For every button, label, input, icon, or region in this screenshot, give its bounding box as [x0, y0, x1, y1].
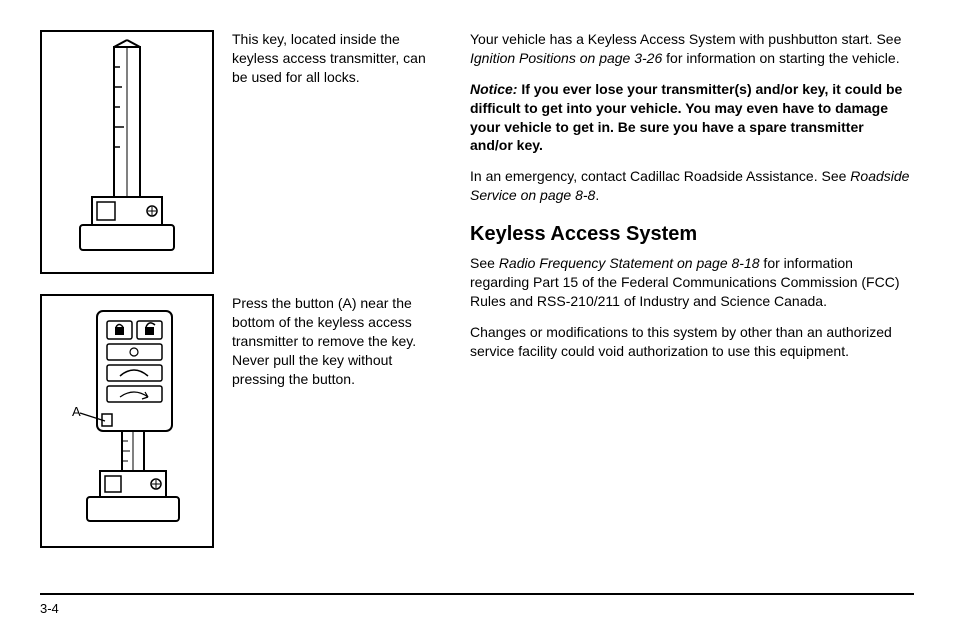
figure-1-caption: This key, located inside the keyless acc… — [232, 30, 440, 274]
p3-text-a: In an emergency, contact Cadillac Roadsi… — [470, 168, 850, 184]
paragraph-emergency: In an emergency, contact Cadillac Roadsi… — [470, 167, 910, 205]
key-icon — [42, 32, 212, 272]
notice-prefix: Notice: — [470, 81, 517, 97]
notice-paragraph: Notice: If you ever lose your transmitte… — [470, 80, 910, 156]
left-column: This key, located inside the keyless acc… — [40, 30, 440, 585]
p4-ref: Radio Frequency Statement on page 8-18 — [499, 255, 760, 271]
figure-row-1: This key, located inside the keyless acc… — [40, 30, 440, 274]
paragraph-intro: Your vehicle has a Keyless Access System… — [470, 30, 910, 68]
page-footer: 3-4 — [40, 593, 914, 616]
transmitter-icon: A — [42, 296, 212, 546]
p1-text-a: Your vehicle has a Keyless Access System… — [470, 31, 901, 47]
right-column: Your vehicle has a Keyless Access System… — [470, 30, 910, 585]
callout-a-label: A — [72, 404, 81, 419]
notice-body: If you ever lose your transmitter(s) and… — [470, 81, 902, 154]
two-column-layout: This key, located inside the keyless acc… — [40, 30, 914, 585]
p4-text-a: See — [470, 255, 499, 271]
page-number: 3-4 — [40, 601, 914, 616]
manual-page: This key, located inside the keyless acc… — [0, 0, 954, 638]
footer-rule — [40, 593, 914, 595]
figure-2-caption: Press the button (A) near the bottom of … — [232, 294, 440, 548]
figure-row-2: A — [40, 294, 440, 548]
section-heading: Keyless Access System — [470, 223, 910, 246]
transmitter-illustration: A — [40, 294, 214, 548]
p1-text-b: for information on starting the vehicle. — [662, 50, 899, 66]
p3-text-b: . — [595, 187, 599, 203]
key-illustration — [40, 30, 214, 274]
paragraph-modifications: Changes or modifications to this system … — [470, 323, 910, 361]
p1-ref: Ignition Positions on page 3-26 — [470, 50, 662, 66]
paragraph-rf: See Radio Frequency Statement on page 8-… — [470, 254, 910, 311]
